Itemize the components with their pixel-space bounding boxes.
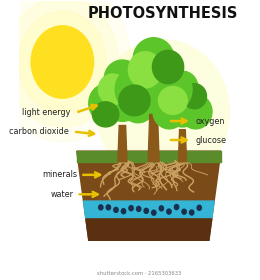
Ellipse shape <box>152 50 184 84</box>
FancyArrowPatch shape <box>171 118 186 123</box>
Text: carbon dioxide: carbon dioxide <box>9 127 68 136</box>
Text: shutterstock.com · 2165303633: shutterstock.com · 2165303633 <box>97 271 181 276</box>
Ellipse shape <box>128 55 179 108</box>
Polygon shape <box>86 219 212 240</box>
Text: light energy: light energy <box>22 108 71 117</box>
Text: PHOTOSYNTHESIS: PHOTOSYNTHESIS <box>88 6 238 21</box>
Ellipse shape <box>98 74 127 105</box>
Ellipse shape <box>128 52 162 88</box>
Ellipse shape <box>119 85 150 116</box>
Circle shape <box>121 209 126 214</box>
FancyArrowPatch shape <box>171 137 186 143</box>
Ellipse shape <box>162 86 188 112</box>
Ellipse shape <box>167 71 198 105</box>
Ellipse shape <box>101 74 144 121</box>
Circle shape <box>182 209 186 214</box>
Circle shape <box>152 210 156 215</box>
Circle shape <box>197 205 202 210</box>
Circle shape <box>106 205 110 210</box>
Ellipse shape <box>19 11 106 113</box>
FancyArrowPatch shape <box>78 105 97 112</box>
Ellipse shape <box>133 38 174 80</box>
FancyArrowPatch shape <box>80 192 98 197</box>
Text: oxygen: oxygen <box>196 116 225 125</box>
Ellipse shape <box>105 60 140 96</box>
Text: glucose: glucose <box>196 136 227 144</box>
Ellipse shape <box>153 94 186 129</box>
Circle shape <box>167 209 171 214</box>
FancyArrowPatch shape <box>83 172 100 177</box>
Ellipse shape <box>151 67 192 112</box>
Ellipse shape <box>158 87 187 114</box>
Text: water: water <box>50 190 73 199</box>
Polygon shape <box>178 130 186 162</box>
Ellipse shape <box>115 67 156 112</box>
Ellipse shape <box>163 85 202 127</box>
Polygon shape <box>148 114 159 162</box>
Ellipse shape <box>121 73 148 101</box>
Ellipse shape <box>183 84 206 109</box>
Polygon shape <box>77 151 221 162</box>
FancyArrowPatch shape <box>76 131 94 136</box>
Text: minerals: minerals <box>42 170 77 179</box>
Ellipse shape <box>92 102 119 127</box>
Polygon shape <box>83 201 214 219</box>
Ellipse shape <box>0 0 131 142</box>
Circle shape <box>129 206 133 211</box>
Circle shape <box>174 205 179 209</box>
Ellipse shape <box>179 94 212 129</box>
Ellipse shape <box>6 0 119 127</box>
Ellipse shape <box>89 84 125 123</box>
Circle shape <box>31 26 94 98</box>
Circle shape <box>99 205 103 210</box>
Circle shape <box>144 208 148 213</box>
Ellipse shape <box>97 40 229 185</box>
Ellipse shape <box>120 84 156 123</box>
Polygon shape <box>118 125 127 162</box>
Polygon shape <box>77 151 221 240</box>
Circle shape <box>190 210 194 215</box>
Circle shape <box>159 206 164 211</box>
Circle shape <box>136 206 141 211</box>
Circle shape <box>114 207 118 212</box>
